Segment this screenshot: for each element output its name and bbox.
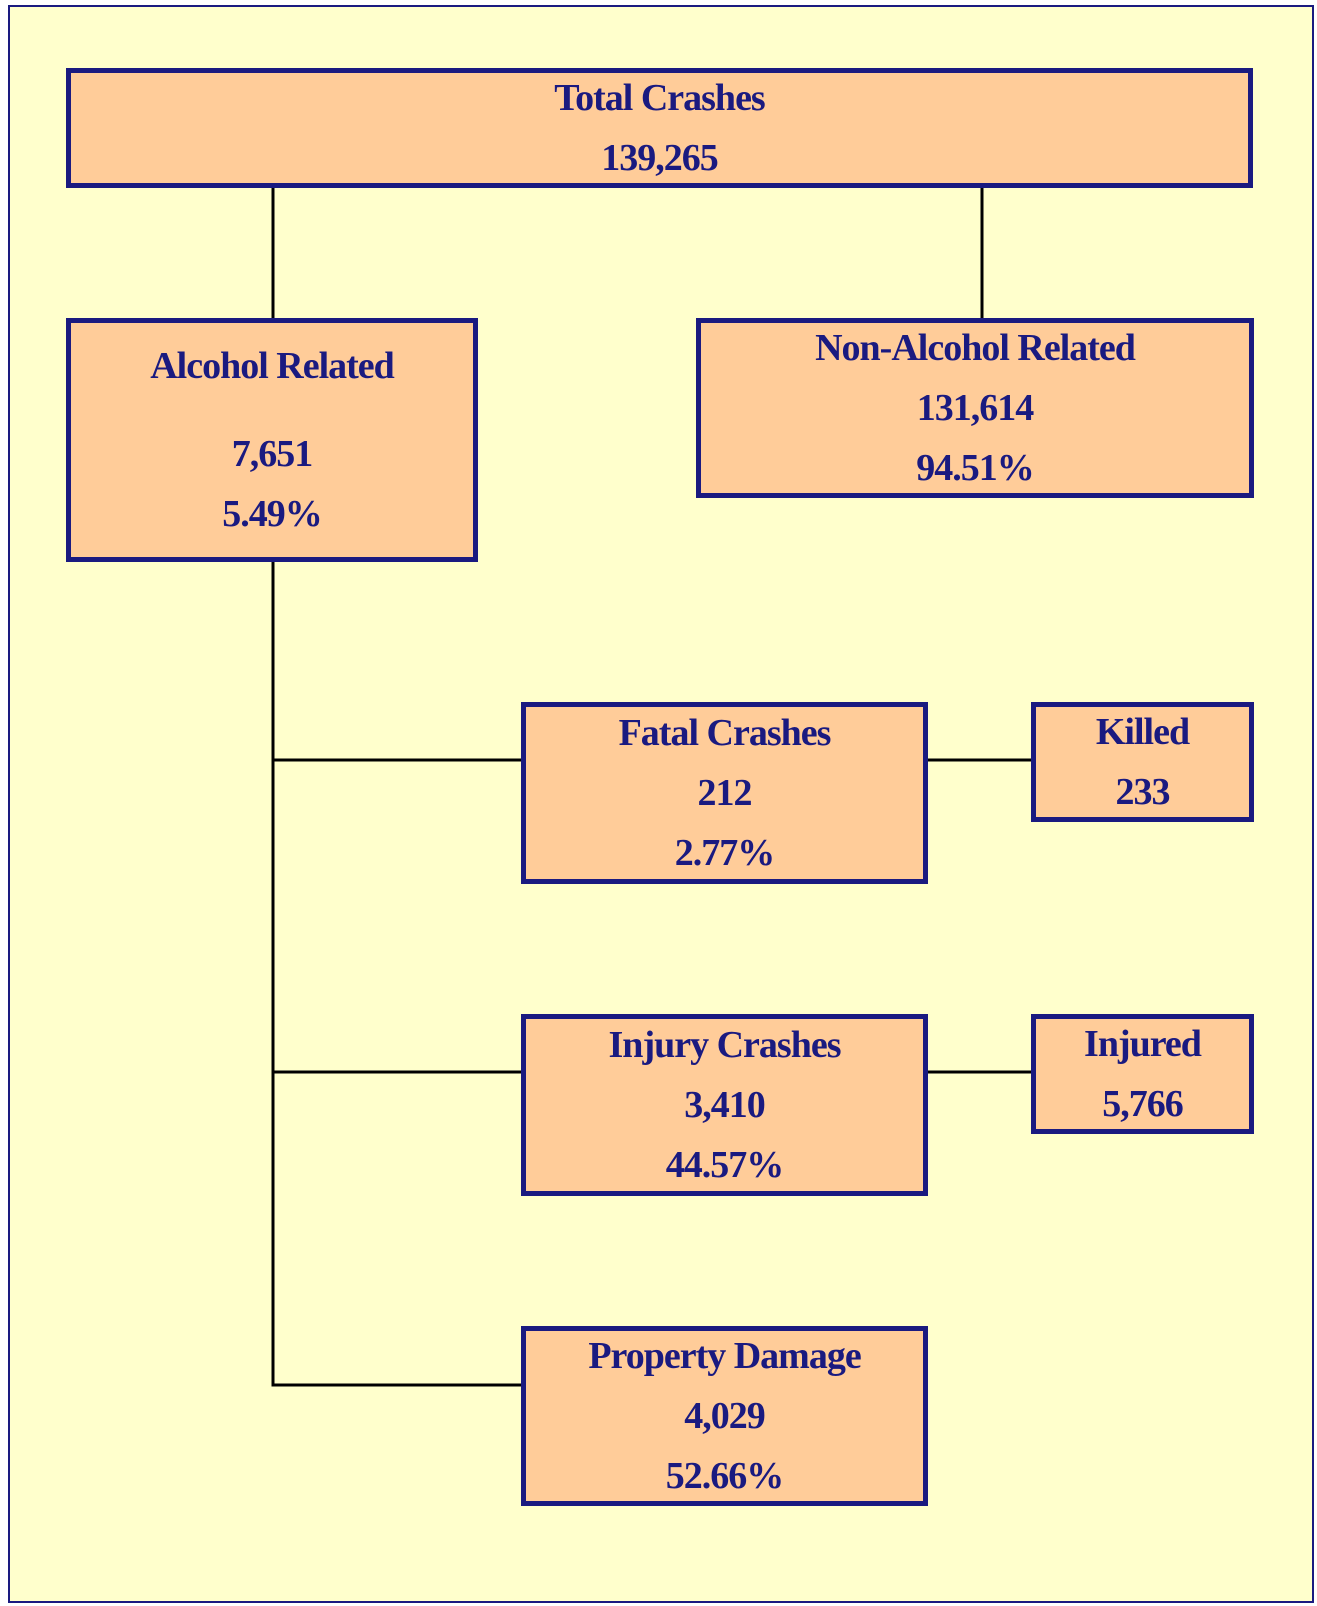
node-fatal: Fatal Crashes 212 2.77% bbox=[521, 702, 928, 884]
node-percent: 2.77% bbox=[674, 832, 775, 874]
node-value: 3,410 bbox=[684, 1084, 765, 1126]
node-killed: Killed 233 bbox=[1031, 702, 1254, 822]
node-label: Property Damage bbox=[588, 1335, 861, 1377]
node-percent: 52.66% bbox=[665, 1455, 784, 1497]
node-label: Killed bbox=[1095, 711, 1190, 753]
node-alcohol: Alcohol Related 7,651 5.49% bbox=[66, 318, 478, 562]
node-percent: 5.49% bbox=[222, 493, 322, 535]
node-value: 233 bbox=[1115, 771, 1171, 813]
node-label: Injury Crashes bbox=[608, 1024, 842, 1066]
node-label: Alcohol Related bbox=[150, 345, 395, 387]
node-property: Property Damage 4,029 52.66% bbox=[521, 1326, 928, 1506]
node-value: 5,766 bbox=[1102, 1083, 1183, 1125]
node-label: Fatal Crashes bbox=[618, 712, 832, 754]
node-label: Injured bbox=[1084, 1023, 1202, 1065]
node-percent: 94.51% bbox=[916, 447, 1034, 489]
node-value: 212 bbox=[697, 772, 753, 814]
connector bbox=[271, 560, 521, 1387]
node-non-alcohol: Non-Alcohol Related 131,614 94.51% bbox=[696, 318, 1254, 498]
node-injury: Injury Crashes 3,410 44.57% bbox=[521, 1014, 928, 1196]
node-value: 131,614 bbox=[916, 387, 1034, 429]
node-value: 4,029 bbox=[684, 1395, 765, 1437]
node-percent: 44.57% bbox=[665, 1144, 784, 1186]
node-total: Total Crashes 139,265 bbox=[66, 68, 1253, 188]
node-label: Non-Alcohol Related bbox=[815, 327, 1136, 369]
node-injured: Injured 5,766 bbox=[1031, 1014, 1254, 1134]
node-label: Total Crashes bbox=[554, 77, 765, 119]
node-value: 139,265 bbox=[601, 137, 718, 179]
node-value: 7,651 bbox=[231, 433, 313, 475]
